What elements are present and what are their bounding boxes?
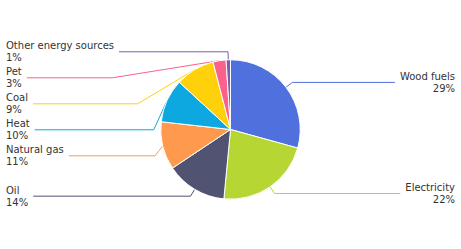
svg-text:1%: 1% bbox=[6, 52, 22, 63]
svg-text:Wood fuels: Wood fuels bbox=[400, 71, 455, 82]
svg-text:9%: 9% bbox=[6, 104, 22, 115]
svg-text:14%: 14% bbox=[6, 197, 28, 208]
svg-text:Coal: Coal bbox=[6, 92, 28, 103]
svg-text:Oil: Oil bbox=[6, 185, 19, 196]
svg-text:3%: 3% bbox=[6, 78, 22, 89]
svg-text:Heat: Heat bbox=[6, 118, 30, 129]
svg-text:Other energy sources: Other energy sources bbox=[6, 40, 114, 51]
svg-text:22%: 22% bbox=[433, 194, 455, 205]
svg-text:Electricity: Electricity bbox=[405, 182, 455, 193]
svg-text:29%: 29% bbox=[433, 83, 455, 94]
svg-text:10%: 10% bbox=[6, 130, 28, 141]
svg-text:11%: 11% bbox=[6, 156, 28, 167]
svg-text:Pet: Pet bbox=[6, 66, 22, 77]
svg-text:Natural gas: Natural gas bbox=[6, 144, 64, 155]
